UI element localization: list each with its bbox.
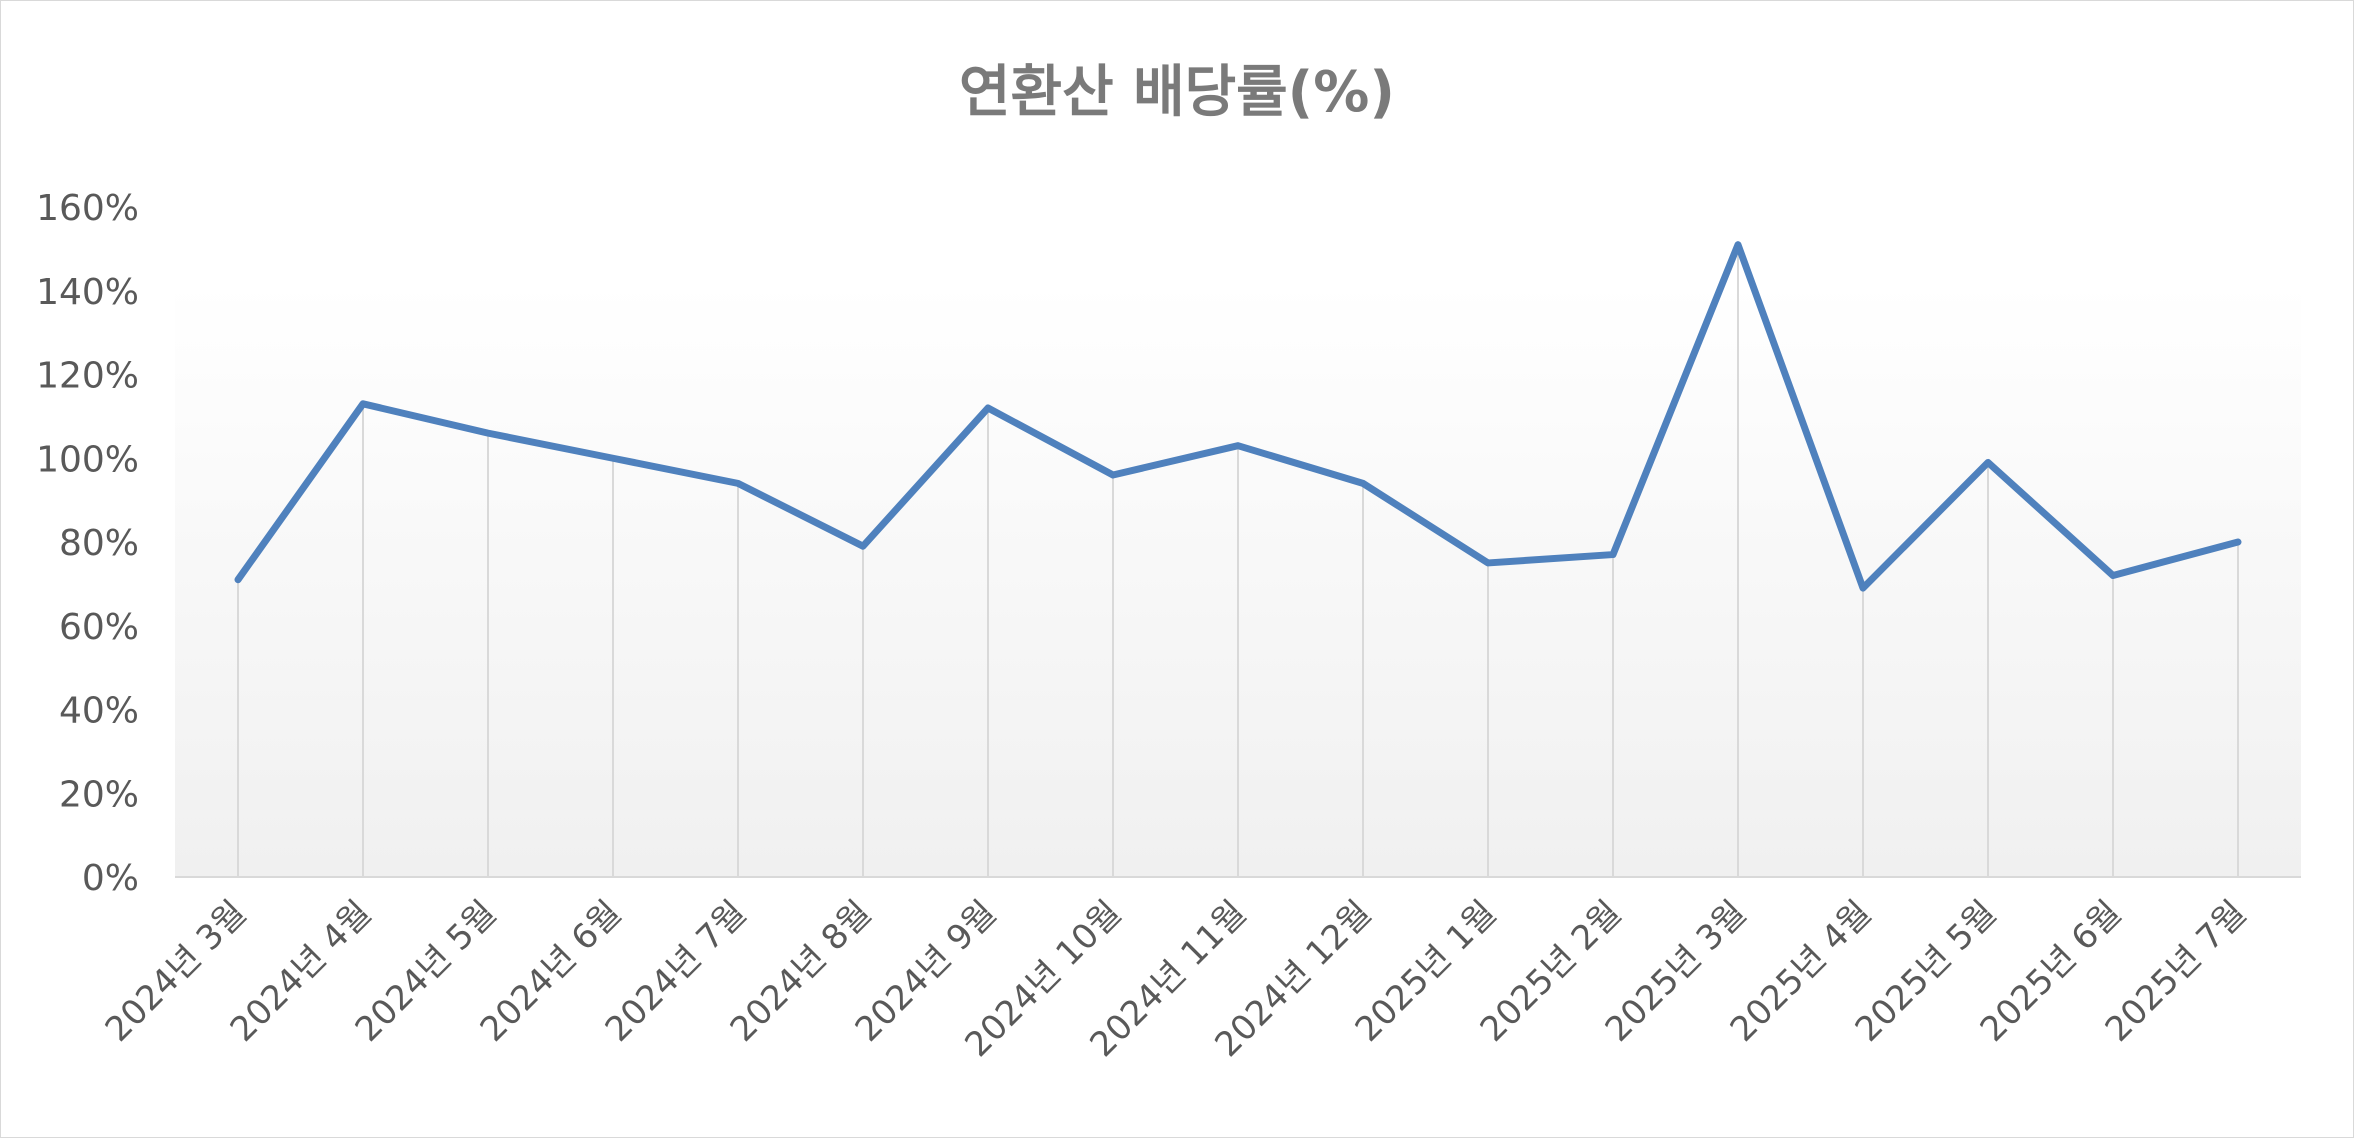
- y-axis-tick-labels: 0% 20% 40% 60% 80% 100% 120% 140% 160%: [36, 188, 139, 899]
- y-tick-label: 40%: [59, 691, 139, 732]
- y-tick-label: 80%: [59, 523, 139, 564]
- series-line: [234, 241, 2242, 592]
- y-tick-label: 60%: [59, 607, 139, 648]
- y-tick-label: 160%: [36, 188, 139, 229]
- y-tick-label: 20%: [59, 774, 139, 815]
- drop-lines: [237, 244, 2239, 877]
- y-tick-label: 100%: [36, 439, 139, 480]
- y-tick-label: 140%: [36, 272, 139, 313]
- y-tick-label: 0%: [82, 858, 139, 899]
- y-tick-label: 120%: [36, 356, 139, 397]
- chart-title: 연환산 배당률(%): [959, 60, 1395, 125]
